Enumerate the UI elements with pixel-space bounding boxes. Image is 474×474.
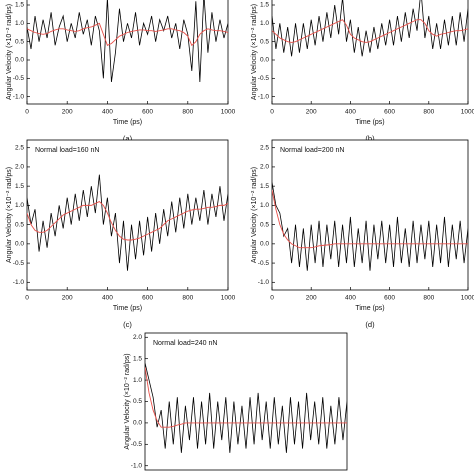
y-tick-label: -1.0 bbox=[258, 93, 270, 100]
x-tick-label: 400 bbox=[345, 295, 356, 302]
data-line bbox=[27, 0, 228, 83]
x-tick-label: 200 bbox=[306, 109, 317, 116]
y-tick-label: 1.0 bbox=[260, 20, 269, 27]
fit-line bbox=[272, 19, 468, 43]
x-tick-label: 400 bbox=[345, 109, 356, 116]
y-tick-label: 1.0 bbox=[260, 202, 269, 209]
x-axis-label: Time (ps) bbox=[113, 305, 142, 312]
x-tick-label: 1000 bbox=[461, 109, 474, 116]
y-tick-label: 1.5 bbox=[260, 183, 269, 190]
y-tick-label: 2.5 bbox=[15, 144, 24, 151]
y-tick-label: -0.5 bbox=[131, 441, 143, 448]
x-tick-label: 0 bbox=[25, 109, 29, 116]
y-tick-label: 0.0 bbox=[260, 57, 269, 64]
x-tick-label: 200 bbox=[62, 109, 73, 116]
y-tick-label: -1.0 bbox=[131, 462, 143, 469]
data-line bbox=[272, 182, 468, 271]
y-tick-label: 1.0 bbox=[15, 20, 24, 27]
fit-line bbox=[145, 367, 347, 428]
y-tick-label: 1.5 bbox=[15, 183, 24, 190]
panel-label: (c) bbox=[123, 320, 132, 329]
panel-label: (a) bbox=[123, 134, 133, 143]
data-line bbox=[27, 174, 228, 271]
x-tick-label: 800 bbox=[423, 109, 434, 116]
x-tick-label: 1000 bbox=[221, 109, 236, 116]
y-axis-label: Angular Velocity (×10⁻² rad/ps) bbox=[6, 4, 13, 100]
x-tick-label: 1000 bbox=[461, 295, 474, 302]
annotation: Normal load=160 nN bbox=[35, 147, 99, 154]
x-tick-label: 600 bbox=[384, 295, 395, 302]
fit-line bbox=[272, 189, 468, 249]
x-tick-label: 800 bbox=[182, 109, 193, 116]
x-tick-label: 200 bbox=[62, 295, 73, 302]
x-axis-label: Time (ps) bbox=[113, 119, 142, 126]
y-tick-label: 1.0 bbox=[15, 202, 24, 209]
y-tick-label: 1.5 bbox=[15, 2, 24, 9]
plot-frame bbox=[271, 139, 469, 291]
plot-frame bbox=[26, 0, 229, 105]
y-axis-label: Angular Velocity (×10⁻² rad/ps) bbox=[124, 353, 131, 449]
y-tick-label: 2.0 bbox=[133, 334, 142, 341]
panel-label: (b) bbox=[365, 134, 375, 143]
y-axis-label: Angular Velocity (×10⁻² rad/ps) bbox=[6, 167, 13, 263]
y-tick-label: 0.5 bbox=[260, 38, 269, 45]
y-tick-label: 2.0 bbox=[260, 164, 269, 171]
panel-label: (d) bbox=[365, 320, 375, 329]
annotation: Normal load=200 nN bbox=[280, 147, 344, 154]
x-tick-label: 600 bbox=[384, 109, 395, 116]
x-tick-label: 800 bbox=[182, 295, 193, 302]
y-tick-label: 1.0 bbox=[133, 377, 142, 384]
x-tick-label: 200 bbox=[306, 295, 317, 302]
data-line bbox=[145, 362, 347, 453]
fit-line bbox=[27, 201, 228, 241]
data-line bbox=[272, 0, 468, 57]
x-tick-label: 600 bbox=[142, 109, 153, 116]
annotation: Normal load=240 nN bbox=[153, 340, 217, 347]
fit-line bbox=[27, 22, 228, 47]
y-axis-label: Angular Velocity (×10⁻² rad/ps) bbox=[251, 167, 258, 263]
y-tick-label: 0.0 bbox=[133, 420, 142, 427]
y-tick-label: 0.5 bbox=[260, 221, 269, 228]
y-tick-label: 1.5 bbox=[260, 2, 269, 9]
y-tick-label: 0.0 bbox=[15, 241, 24, 248]
y-tick-label: -0.5 bbox=[258, 260, 270, 267]
y-tick-label: -0.5 bbox=[13, 260, 25, 267]
y-tick-label: 0.5 bbox=[15, 221, 24, 228]
y-tick-label: -0.5 bbox=[13, 75, 25, 82]
y-axis-label: Angular Velocity (×10⁻² rad/ps) bbox=[251, 4, 258, 100]
x-tick-label: 400 bbox=[102, 109, 113, 116]
y-tick-label: 0.0 bbox=[15, 57, 24, 64]
y-tick-label: 1.5 bbox=[133, 355, 142, 362]
x-tick-label: 600 bbox=[142, 295, 153, 302]
y-tick-label: 0.0 bbox=[260, 241, 269, 248]
x-tick-label: 1000 bbox=[221, 295, 236, 302]
y-tick-label: -1.0 bbox=[258, 279, 270, 286]
y-tick-label: 2.5 bbox=[260, 144, 269, 151]
x-axis-label: Time (ps) bbox=[355, 119, 384, 126]
y-tick-label: -0.5 bbox=[258, 75, 270, 82]
x-tick-label: 0 bbox=[270, 109, 274, 116]
x-tick-label: 0 bbox=[25, 295, 29, 302]
y-tick-label: -1.0 bbox=[13, 279, 25, 286]
plot-frame bbox=[144, 332, 348, 471]
y-tick-label: 0.5 bbox=[15, 38, 24, 45]
y-tick-label: 0.5 bbox=[133, 398, 142, 405]
y-tick-label: 2.0 bbox=[15, 164, 24, 171]
y-tick-label: -1.0 bbox=[13, 93, 25, 100]
x-tick-label: 400 bbox=[102, 295, 113, 302]
x-axis-label: Time (ps) bbox=[355, 305, 384, 312]
x-tick-label: 0 bbox=[270, 295, 274, 302]
x-tick-label: 800 bbox=[423, 295, 434, 302]
